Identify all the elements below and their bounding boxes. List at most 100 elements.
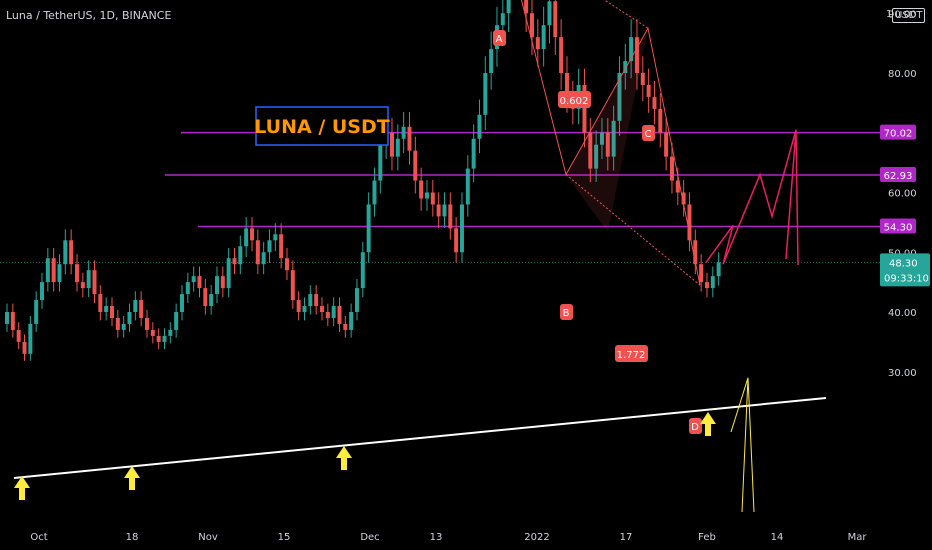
scale-indicator[interactable]: 1 [886,9,893,20]
x-tick-label: 15 [278,532,291,543]
candle-body [255,240,260,265]
candle-body [699,264,704,283]
candle-body [681,192,686,205]
swing-low-arrow [124,466,140,490]
candle-body [693,240,698,265]
currency-badge[interactable]: USDT [892,8,926,23]
candle-body [22,341,27,354]
harmonic-point-tag [642,125,655,141]
harmonic-point-label: D [691,422,699,433]
level-price-tag [880,218,916,234]
candle-body [349,312,354,330]
x-tick-label: 2022 [524,532,549,543]
candle-body [244,228,249,247]
candle-body [115,317,120,330]
ratio-label: 0.602 [560,96,589,107]
harmonic-bd-ratio-line [565,174,701,286]
y-tick-label: 40.00 [888,308,917,319]
swing-low-arrow [14,476,30,500]
candle-body [34,300,39,324]
candle-body [45,258,50,283]
harmonic-point-tag [493,30,506,46]
candle-body [366,204,371,253]
candle-body [74,264,79,283]
candle-body [174,312,179,330]
candle-body [331,306,336,318]
breakdown-arrowhead [741,377,755,513]
x-tick-label: Dec [360,532,379,543]
candle-body [640,73,645,85]
candle-body [588,132,593,169]
candle-body [413,150,418,181]
candle-body [261,252,266,265]
y-tick-label: 30.00 [888,368,917,379]
drawings-layer: A B C D 0.602 1.772 LUNA / USDT [13,0,827,513]
level-price-tag [880,166,916,182]
candle-body [652,96,657,109]
x-tick-label: Nov [198,532,218,543]
x-tick-label: 18 [126,532,139,543]
candle-body [343,323,348,330]
candle-body [704,282,709,289]
candle-body [599,132,604,145]
candle-body [127,312,132,324]
candle-body [459,204,464,253]
candle-body [559,37,564,73]
candle-body [582,84,587,133]
level-price-label: 70.02 [884,129,913,140]
candle-body [179,294,184,312]
candle-body [506,0,511,14]
candle-body [710,276,715,289]
ratio-label: 1.772 [617,350,646,361]
candle-body [290,270,295,301]
candle-body [220,276,225,289]
harmonic-point-tag [560,304,573,320]
candle-body [267,240,272,253]
candle-body [500,13,505,26]
candle-body [325,312,330,318]
candle-body [92,270,97,295]
candle-body [150,329,155,336]
candle-body [209,294,214,307]
candle-body [564,73,569,97]
candle-body [477,114,482,139]
candle-body [669,156,674,181]
x-tick-label: 17 [620,532,633,543]
candle-body [214,276,219,295]
x-tick-label: Mar [848,532,868,543]
x-tick-label: 14 [771,532,784,543]
title-box-label: LUNA / USDT [254,116,390,138]
harmonic-point-label: A [496,34,503,45]
candle-body [623,61,628,73]
candle-body [389,132,394,157]
candle-body [378,144,383,181]
candle-body [448,204,453,229]
candle-body [16,329,21,342]
candle-body [273,234,278,241]
candle-body [104,306,109,312]
candle-body [594,144,599,169]
candle-body [617,73,622,121]
candle-body [302,306,307,312]
harmonic-pattern-legs [520,0,701,286]
candle-body [716,262,721,277]
candle-body [407,126,412,151]
candle-body [197,276,202,289]
candle-body [57,264,62,283]
candle-body [51,258,56,283]
candle-body [465,168,470,205]
candle-body [80,282,85,289]
candle-body [319,306,324,312]
candle-body [156,335,161,342]
projection-arrowhead [785,129,799,266]
swing-low-arrow [336,446,352,470]
candle-body [529,13,534,38]
candle-body [489,49,494,73]
candle-body [314,294,319,307]
x-tick-label: Feb [698,532,716,543]
harmonic-fill [566,28,648,232]
projection-path [705,129,797,265]
candle-body [168,329,173,336]
ratio-tag [615,345,648,362]
